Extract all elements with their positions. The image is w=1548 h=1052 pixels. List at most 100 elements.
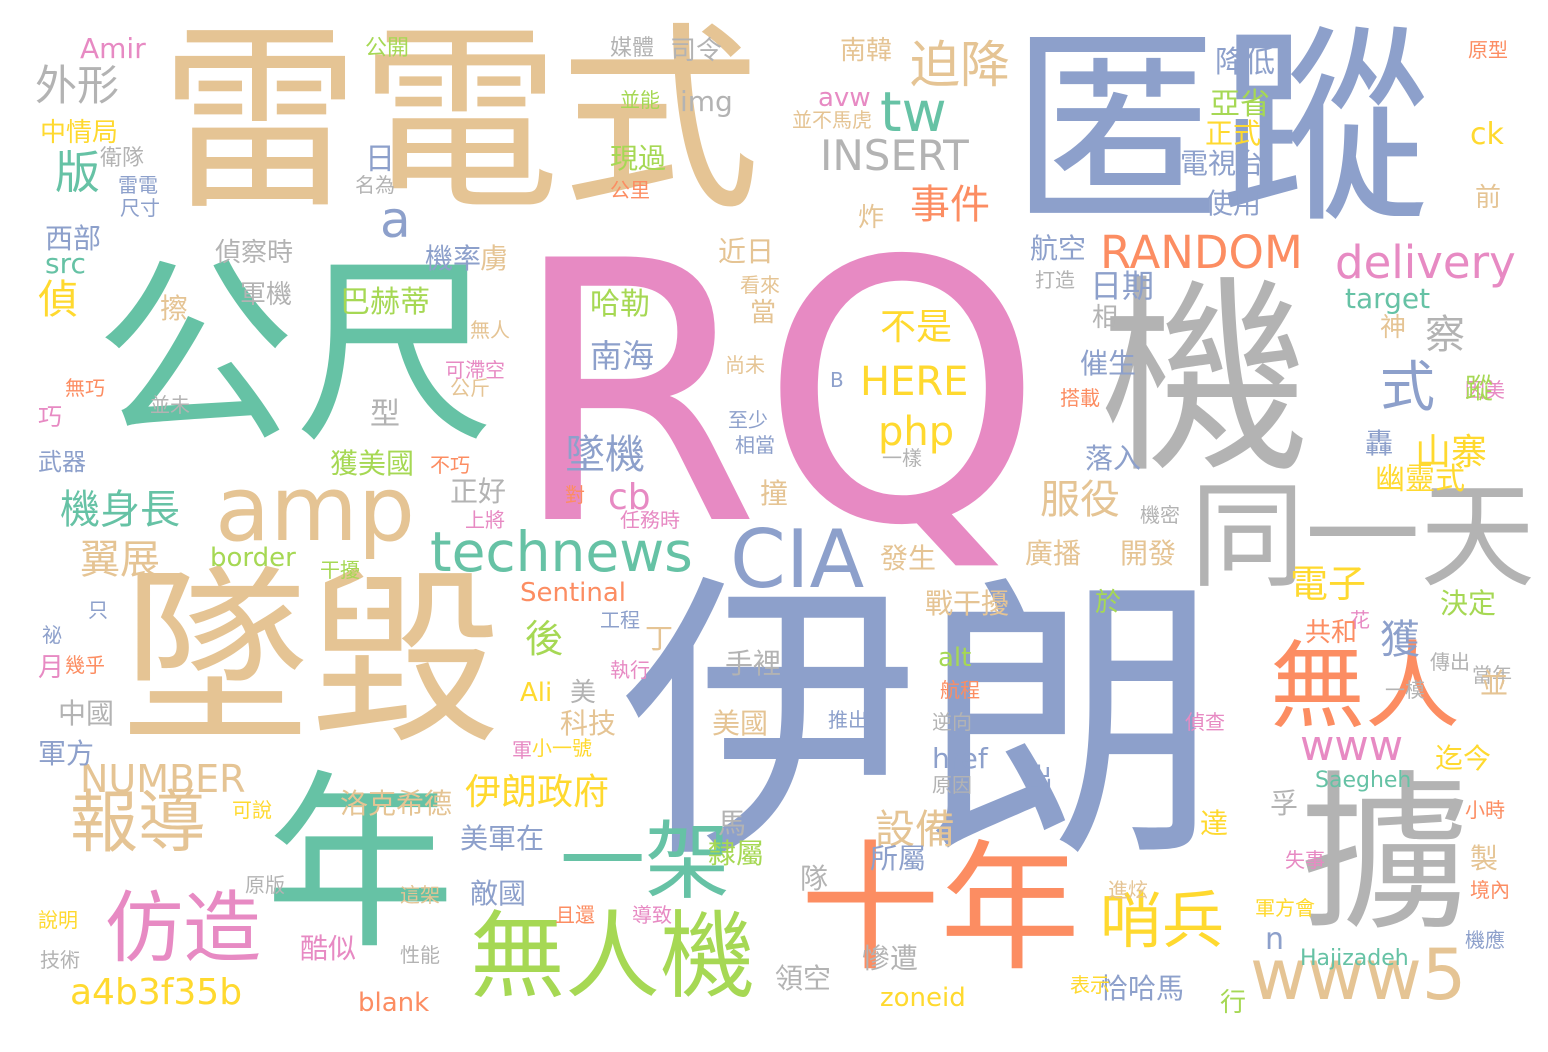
- cloud-word: 工程: [600, 608, 640, 632]
- cloud-word: 擄: [1300, 756, 1471, 954]
- cloud-word: 山寨: [1415, 432, 1488, 473]
- cloud-word: 仿造: [105, 884, 262, 974]
- cloud-word: 慘遭: [862, 942, 919, 975]
- cloud-word: 媒體: [610, 36, 655, 61]
- cloud-word: 行: [1220, 988, 1247, 1018]
- cloud-word: 無巧: [65, 376, 105, 400]
- cloud-word: 領空: [775, 962, 832, 995]
- cloud-word: 服役: [1040, 477, 1120, 523]
- cloud-word: tw: [880, 80, 947, 144]
- cloud-word: 開發: [1120, 537, 1177, 570]
- cloud-word: n: [1265, 922, 1285, 957]
- cloud-word: 軍方會: [1255, 896, 1315, 920]
- cloud-word: 機身長: [60, 487, 180, 533]
- cloud-word: avw: [818, 83, 871, 113]
- cloud-word: 導致: [632, 903, 672, 927]
- cloud-word: php: [878, 409, 955, 455]
- cloud-word: 降低: [1215, 45, 1275, 80]
- cloud-word: 當: [750, 298, 777, 328]
- cloud-word: 獲美國: [330, 447, 415, 480]
- cloud-word: 性能: [400, 943, 440, 967]
- cloud-word: 伊朗政府: [465, 772, 610, 813]
- cloud-word: 機應: [1465, 928, 1505, 952]
- cloud-word: 對: [565, 483, 585, 507]
- cloud-word: 並不馬虎: [792, 108, 872, 132]
- cloud-word: 敵國: [470, 877, 527, 910]
- cloud-word: 丁: [645, 622, 674, 655]
- cloud-word: 至少: [728, 408, 768, 432]
- cloud-word: 式: [1380, 355, 1436, 419]
- cloud-word: 哨兵: [1100, 884, 1225, 957]
- cloud-word: 偵查: [1185, 710, 1225, 734]
- cloud-word: 無人: [470, 318, 510, 342]
- cloud-word: 尺寸: [120, 196, 160, 220]
- cloud-word: 推出: [828, 708, 868, 732]
- cloud-word: 軍機: [240, 280, 293, 310]
- cloud-word: 巴赫蒂: [340, 285, 430, 320]
- cloud-word: 月: [38, 653, 65, 683]
- cloud-word: 小一號: [532, 736, 592, 760]
- cloud-word: technews: [430, 520, 693, 584]
- cloud-word: 無人機: [470, 902, 756, 1012]
- cloud-word: 公斤: [450, 376, 490, 400]
- cloud-word: 使用: [1205, 187, 1262, 220]
- cloud-word: zoneid: [880, 983, 966, 1013]
- cloud-word: 版: [55, 146, 101, 199]
- cloud-word: 酷似: [300, 932, 357, 965]
- cloud-word: 偵察時: [215, 238, 294, 268]
- cloud-word: 並: [1480, 667, 1509, 700]
- cloud-word: 察: [1425, 312, 1465, 358]
- cloud-word: src: [45, 247, 86, 280]
- cloud-word: 因美: [1465, 378, 1505, 402]
- cloud-word: Sentinal: [520, 578, 627, 608]
- cloud-word: 機率: [425, 242, 482, 275]
- cloud-word: 日期: [1090, 267, 1155, 305]
- cloud-word: 當年: [1472, 663, 1512, 687]
- cloud-word: 境內: [1470, 878, 1510, 902]
- cloud-word: 航程: [940, 678, 980, 702]
- cloud-word: 雷電: [118, 173, 158, 197]
- cloud-word: 洛克希德: [340, 787, 453, 820]
- cloud-word: 並未: [150, 393, 190, 417]
- cloud-word: 孚: [1270, 787, 1299, 820]
- cloud-word: 日: [365, 142, 395, 177]
- cloud-word: 司令: [670, 36, 723, 66]
- cloud-word: 後: [525, 617, 564, 661]
- cloud-word: Ali: [520, 678, 553, 708]
- cloud-word: 撞: [760, 477, 789, 510]
- cloud-word: 看來: [740, 273, 780, 297]
- cloud-word: 亞省: [1210, 87, 1270, 122]
- cloud-word: 且還: [555, 903, 595, 927]
- cloud-word: img: [680, 85, 733, 118]
- cloud-word: 尚未: [725, 353, 765, 377]
- cloud-word: 型: [370, 397, 400, 432]
- cloud-word: 干擾: [320, 558, 360, 582]
- cloud-word: 祕: [42, 623, 62, 647]
- cloud-word: 逆向: [932, 710, 972, 734]
- cloud-word: 匿蹤: [1010, 7, 1431, 252]
- cloud-word: ck: [1470, 117, 1504, 152]
- cloud-word: 現過: [610, 142, 667, 175]
- cloud-word: 失事: [1285, 848, 1325, 872]
- cloud-word: 執行: [610, 658, 650, 682]
- cloud-word: cb: [608, 477, 651, 518]
- cloud-word: 於: [1095, 588, 1122, 618]
- cloud-word: 出: [1025, 762, 1054, 795]
- cloud-word: 電視台: [1180, 147, 1265, 180]
- cloud-word: HERE: [860, 359, 969, 405]
- cloud-word: 美國: [712, 707, 769, 740]
- cloud-word: a: [380, 191, 411, 249]
- cloud-word: 迄今: [1435, 742, 1492, 775]
- cloud-word: 軍: [512, 738, 532, 762]
- cloud-word: 一樣: [882, 446, 922, 470]
- cloud-word: 公尺: [95, 238, 496, 471]
- cloud-word: 近日: [718, 235, 775, 268]
- cloud-word: 獲: [1380, 617, 1420, 663]
- cloud-word: 神: [1380, 313, 1407, 343]
- cloud-word: 南韓: [840, 36, 893, 66]
- cloud-word: 不巧: [430, 453, 470, 477]
- cloud-word: www: [1300, 721, 1404, 770]
- cloud-word: 伊朗: [620, 550, 1220, 899]
- cloud-word: 衛隊: [100, 146, 145, 171]
